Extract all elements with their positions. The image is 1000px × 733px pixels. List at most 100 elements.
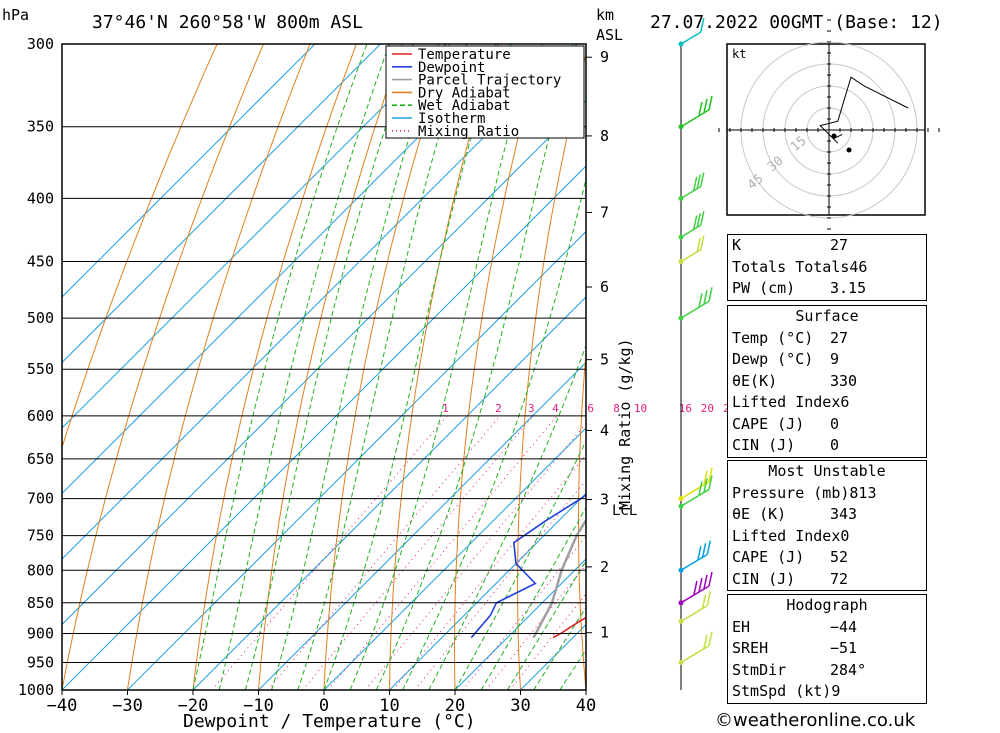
hodograph-index-label: EH [732, 617, 751, 636]
km-tick-label: 3 [600, 490, 609, 508]
surface-index-label: Temp (°C) [732, 328, 814, 347]
general-index-row: Totals Totals 46 [728, 257, 926, 279]
isotherm-line [62, 44, 578, 560]
mixing-ratio-line [327, 415, 558, 690]
legend-entry: Isotherm [418, 111, 485, 127]
most-unstable-index-value: 0 [840, 526, 850, 545]
legend-entry: Parcel Trajectory [418, 73, 561, 89]
pressure-tick-label: 600 [27, 407, 54, 425]
wind-barb-flag [700, 235, 705, 250]
wind-barb-staff [680, 31, 702, 45]
hodograph-index-label: StmSpd (kt) [732, 682, 832, 700]
wind-barb-flag [698, 481, 703, 496]
isotherm-line [323, 427, 586, 690]
wind-barb-dot [678, 259, 684, 265]
mixing-ratio-line [267, 415, 501, 690]
wind-barb [678, 17, 705, 47]
mixing-ratio-label: 1 [442, 402, 449, 415]
km-tick-label: 8 [600, 127, 609, 145]
dry-adiabat-line [957, 44, 1000, 690]
wind-barb-flag [697, 546, 702, 561]
wind-barb-flag [696, 213, 701, 228]
mixing-ratio-label: 3 [528, 402, 535, 415]
surface-index-value: 330 [830, 371, 858, 390]
most-unstable-index-label: θE (K) [732, 505, 787, 523]
pressure-tick-label: 800 [27, 561, 54, 579]
wind-barb-flag [696, 174, 701, 189]
mixing-ratio-axis-label: Mixing Ratio (g/kg) [616, 338, 634, 510]
surface-index-row: θE(K) 330 [728, 371, 926, 393]
mixing-ratio-label: 4 [552, 402, 559, 415]
wind-barb-flag [693, 580, 698, 596]
pressure-tick-label: 750 [27, 527, 54, 545]
general-index-row: K 27 [728, 235, 926, 257]
most-unstable-index-row: Lifted Index 0 [728, 526, 926, 548]
isotherm-line [127, 230, 586, 690]
legend-entry: Dewpoint [418, 60, 485, 76]
wind-barb [678, 172, 705, 201]
surface-index-value: 27 [830, 328, 849, 347]
wet-adiabat-line [271, 44, 440, 690]
most-unstable-index-row: Pressure (mb) 813 [728, 483, 926, 505]
pressure-tick-label: 1000 [18, 681, 54, 699]
wind-barb-flag [696, 237, 701, 252]
wind-barb-flag [701, 594, 707, 609]
copyright[interactable]: ©weatheronline.co.uk [715, 710, 916, 731]
hodograph-index-row: EH −44 [728, 617, 926, 639]
surface-index-label: Lifted Index [732, 393, 841, 411]
km-tick-label: 4 [600, 421, 609, 439]
surface-index-row: Lifted Index 6 [728, 392, 926, 414]
legend-entry: Mixing Ratio [418, 124, 519, 140]
pressure-tick-label: 950 [27, 653, 54, 671]
legend-box [385, 45, 585, 139]
dry-adiabat-line [695, 44, 728, 690]
wind-barb-flag [708, 95, 713, 111]
isotherm-line [454, 558, 586, 690]
lcl-label: LCL [612, 503, 637, 519]
x-tick-label: −40 [47, 696, 78, 716]
km-unit-label: km [596, 6, 614, 24]
wind-barb [678, 475, 713, 509]
wind-barb-flag [698, 101, 703, 117]
wet-adiabat-line [192, 44, 368, 690]
wind-barb-flag [708, 287, 713, 302]
most-unstable-index-row: CAPE (J) 52 [728, 547, 926, 569]
wet-adiabat-line [454, 439, 586, 690]
series-line-dewpoint [470, 493, 586, 639]
wind-barb [678, 467, 713, 502]
wind-barb [678, 211, 705, 240]
surface-index-row: CAPE (J) 0 [728, 414, 926, 436]
km-tick-label: 1 [600, 624, 609, 642]
dry-adiabat-line [62, 44, 264, 690]
wind-barb-flag [698, 577, 703, 593]
most-unstable-title: Most Unstable [768, 462, 886, 480]
wind-barb-flag [703, 470, 708, 486]
mixing-ratio-label: 20 [701, 402, 714, 415]
wind-barb [678, 287, 713, 321]
pressure-tick-label: 300 [27, 35, 54, 53]
general-index-value: 27 [830, 236, 849, 254]
surface-index-value: 0 [830, 414, 840, 433]
pressure-tick-label: 350 [27, 118, 54, 136]
hodograph-index-label: StmDir [732, 660, 787, 679]
wind-barb [678, 95, 713, 130]
x-tick-label: −20 [178, 696, 209, 716]
most-unstable-index-value: 72 [830, 569, 849, 588]
legend-entry: Dry Adiabat [418, 85, 511, 101]
wind-barb-dot [678, 195, 684, 201]
hodograph-trace [819, 76, 909, 144]
wind-barb-dot [678, 234, 684, 240]
surface-index-label: CAPE (J) [732, 414, 805, 433]
wind-barb [678, 540, 712, 573]
most-unstable-index-label: CIN (J) [732, 569, 796, 588]
wind-barb [678, 631, 713, 665]
wind-barb-flag [700, 211, 705, 226]
x-tick-label: 0 [319, 696, 329, 716]
wind-barb [678, 591, 712, 624]
wet-adiabat-line [297, 44, 468, 690]
wind-barb [678, 571, 713, 606]
wind-barb-flag [692, 176, 698, 191]
hodograph-index-value: −44 [830, 617, 858, 636]
surface-index-label: Dewp (°C) [732, 350, 814, 368]
wind-barb-flag [698, 293, 703, 308]
